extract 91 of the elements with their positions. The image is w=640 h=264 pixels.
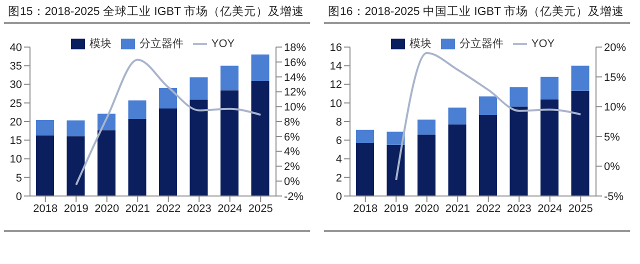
bar (159, 108, 177, 196)
y2-tick-label: 10% (604, 102, 626, 114)
y-tick-label: 40 (10, 42, 22, 54)
legend-label: YOY (531, 38, 555, 50)
bar (448, 124, 466, 196)
x-tick-label: 2022 (476, 202, 501, 215)
y2-tick-label: 0% (604, 161, 620, 174)
bar (66, 120, 85, 136)
y-tick-label: 30 (10, 79, 22, 92)
legend-label: 模块 (409, 38, 432, 50)
y2-tick-label: 16% (284, 56, 306, 69)
bar (479, 96, 497, 116)
x-tick-label: 2021 (445, 202, 470, 215)
bar (159, 88, 177, 109)
y-tick-label: 10 (330, 98, 342, 110)
bar (36, 135, 54, 196)
bar (479, 115, 497, 196)
line-series (75, 58, 262, 186)
y-tick-label: 6 (336, 135, 342, 148)
y2-tick-label: 10% (284, 102, 306, 114)
y2-tick-label: 14% (284, 72, 306, 84)
x-tick-label: 2024 (218, 202, 242, 215)
x-tick-label: 2025 (568, 202, 593, 215)
y-tick-label: 15 (10, 135, 22, 148)
bar (220, 66, 238, 90)
bar (571, 66, 590, 91)
x-tick-label: 2022 (156, 202, 181, 215)
legend-label: YOY (211, 38, 235, 50)
y-tick-label: 2 (336, 172, 342, 184)
y2-tick-label: 6% (284, 131, 300, 144)
bar (356, 142, 374, 196)
x-tick-label: 2023 (506, 202, 532, 215)
bar (418, 120, 436, 135)
bar (251, 80, 270, 196)
y-tick-label: 10 (10, 154, 22, 166)
y-tick-label: 8 (336, 116, 342, 128)
legend-label: 分立器件 (459, 38, 504, 50)
y2-tick-label: 18% (284, 42, 306, 54)
bar (510, 87, 528, 107)
x-tick-label: 2020 (94, 202, 120, 215)
y2-tick-label: 5% (604, 131, 620, 144)
y-tick-label: 0 (16, 190, 22, 203)
bar (128, 118, 146, 196)
y-tick-label: 0 (336, 190, 342, 203)
bar (190, 77, 208, 100)
y2-tick-label: 0% (284, 176, 300, 188)
line-series (395, 52, 582, 181)
bar (98, 130, 116, 196)
x-tick-label: 2023 (186, 202, 212, 215)
x-tick-label: 2018 (33, 202, 58, 215)
legend-label: 模块 (89, 38, 112, 50)
bar (190, 100, 208, 196)
chart-title: 图16：2018-2025 中国工业 IGBT 市场（亿美元）及增速 (324, 0, 630, 24)
y-tick-label: 4 (336, 154, 342, 166)
bar (540, 76, 558, 100)
x-tick-label: 2019 (384, 202, 408, 215)
bar (128, 100, 146, 119)
bar (36, 120, 54, 136)
x-tick-label: 2020 (414, 202, 440, 215)
y2-tick-label: 4% (284, 146, 300, 158)
y2-tick-label: 15% (604, 72, 626, 84)
chart-title: 图15：2018-2025 全球工业 IGBT 市场（亿美元）及增速 (4, 0, 310, 24)
y-tick-label: 20 (10, 116, 22, 128)
x-tick-label: 2021 (125, 202, 150, 215)
y2-tick-label: 20% (604, 42, 626, 54)
bar (66, 136, 85, 196)
y2-tick-label: 8% (284, 116, 300, 128)
x-tick-label: 2024 (538, 202, 562, 215)
x-tick-label: 2025 (248, 202, 273, 215)
bar (220, 90, 238, 196)
y2-tick-label: 2% (284, 161, 300, 174)
bar (571, 90, 590, 196)
bar (418, 134, 436, 196)
y2-tick-label: 12% (284, 86, 306, 99)
y-tick-label: 25 (10, 98, 22, 110)
x-tick-label: 2018 (353, 202, 378, 215)
y2-tick-label: -5% (604, 190, 624, 203)
legend-label: 分立器件 (139, 38, 184, 50)
bar (510, 106, 528, 196)
y-tick-label: 12 (330, 79, 342, 92)
y2-tick-label: -2% (284, 190, 304, 203)
bar (386, 144, 405, 196)
y-tick-label: 16 (330, 42, 342, 54)
y-tick-label: 35 (10, 60, 22, 73)
y-tick-label: 14 (330, 60, 342, 73)
x-tick-label: 2019 (64, 202, 88, 215)
bar (448, 108, 466, 124)
bar (540, 99, 558, 196)
bar (356, 130, 374, 143)
y-tick-label: 5 (16, 172, 22, 184)
bar (251, 54, 270, 81)
